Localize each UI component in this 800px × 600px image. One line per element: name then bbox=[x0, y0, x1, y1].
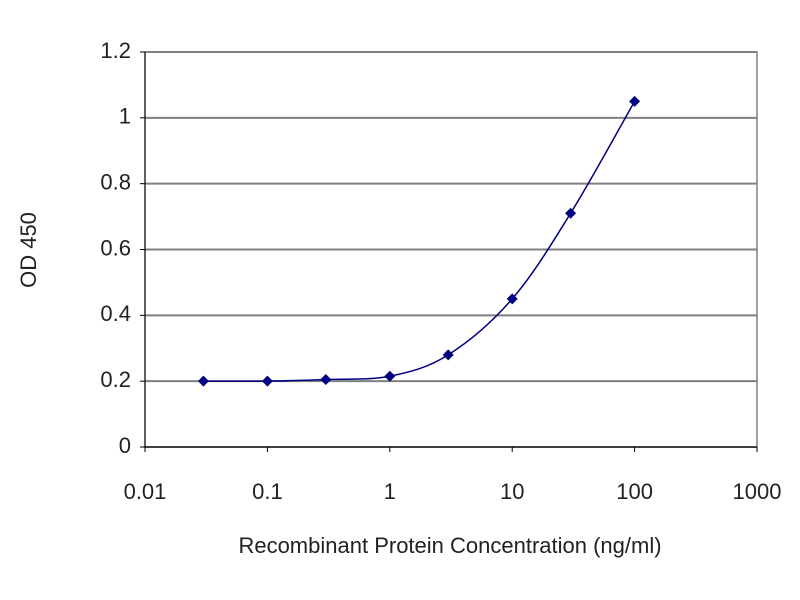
y-tick-label: 1 bbox=[119, 104, 131, 129]
x-tick-label: 1000 bbox=[733, 479, 782, 504]
marker bbox=[197, 375, 209, 387]
y-tick-label: 1.2 bbox=[100, 38, 131, 63]
x-tick-label: 0.1 bbox=[252, 479, 283, 504]
x-axis-label: Recombinant Protein Concentration (ng/ml… bbox=[238, 533, 661, 558]
marker bbox=[506, 293, 518, 305]
x-tick-label: 100 bbox=[616, 479, 653, 504]
marker bbox=[629, 95, 641, 107]
marker bbox=[261, 375, 273, 387]
marker bbox=[442, 349, 454, 361]
y-axis-label: OD 450 bbox=[16, 212, 41, 288]
y-tick-label: 0.6 bbox=[100, 235, 131, 260]
y-tick-label: 0.8 bbox=[100, 169, 131, 194]
y-tick-label: 0.4 bbox=[100, 301, 131, 326]
y-tick-label: 0.2 bbox=[100, 367, 131, 392]
marker bbox=[565, 207, 577, 219]
y-tick-label: 0 bbox=[119, 433, 131, 458]
marker bbox=[384, 370, 396, 382]
marker bbox=[320, 374, 332, 386]
x-tick-label: 1 bbox=[384, 479, 396, 504]
x-tick-label: 0.01 bbox=[124, 479, 167, 504]
x-tick-label: 10 bbox=[500, 479, 524, 504]
